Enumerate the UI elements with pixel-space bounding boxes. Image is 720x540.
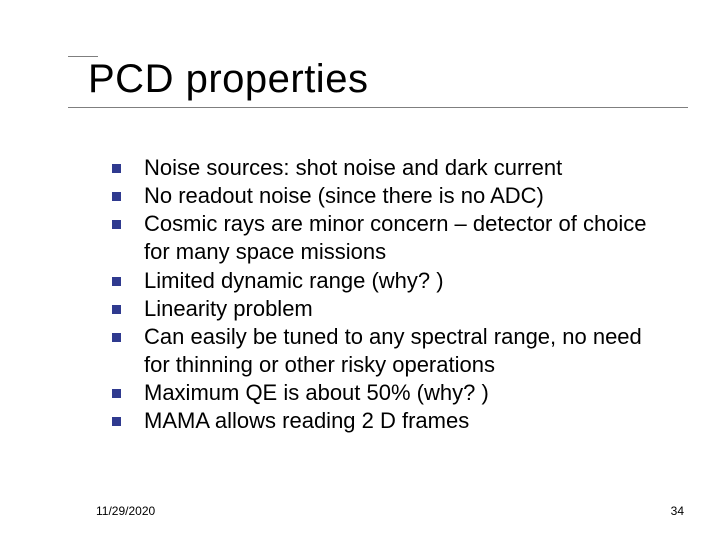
slide-footer: 11/29/2020 34 <box>96 504 684 518</box>
bullet-list: Noise sources: shot noise and dark curre… <box>110 154 672 436</box>
list-item: Noise sources: shot noise and dark curre… <box>110 154 672 182</box>
square-bullet-icon <box>112 333 121 342</box>
bullet-text: MAMA allows reading 2 D frames <box>144 408 469 433</box>
slide-body: Noise sources: shot noise and dark curre… <box>110 154 672 436</box>
slide: PCD properties Noise sources: shot noise… <box>0 0 720 540</box>
slide-title: PCD properties <box>68 57 680 107</box>
list-item: Linearity problem <box>110 295 672 323</box>
list-item: MAMA allows reading 2 D frames <box>110 407 672 435</box>
square-bullet-icon <box>112 389 121 398</box>
footer-page-number: 34 <box>671 504 684 518</box>
square-bullet-icon <box>112 192 121 201</box>
bullet-text: No readout noise (since there is no ADC) <box>144 183 544 208</box>
list-item: Cosmic rays are minor concern – detector… <box>110 210 672 266</box>
bullet-text: Can easily be tuned to any spectral rang… <box>144 324 642 377</box>
square-bullet-icon <box>112 305 121 314</box>
square-bullet-icon <box>112 277 121 286</box>
bullet-text: Maximum QE is about 50% (why? ) <box>144 380 489 405</box>
title-block: PCD properties <box>68 56 680 108</box>
bullet-text: Noise sources: shot noise and dark curre… <box>144 155 562 180</box>
bullet-text: Limited dynamic range (why? ) <box>144 268 444 293</box>
title-rule-bottom <box>68 107 688 108</box>
list-item: Maximum QE is about 50% (why? ) <box>110 379 672 407</box>
bullet-text: Linearity problem <box>144 296 313 321</box>
bullet-text: Cosmic rays are minor concern – detector… <box>144 211 647 264</box>
square-bullet-icon <box>112 164 121 173</box>
list-item: Can easily be tuned to any spectral rang… <box>110 323 672 379</box>
square-bullet-icon <box>112 220 121 229</box>
footer-date: 11/29/2020 <box>96 504 155 518</box>
list-item: No readout noise (since there is no ADC) <box>110 182 672 210</box>
square-bullet-icon <box>112 417 121 426</box>
list-item: Limited dynamic range (why? ) <box>110 267 672 295</box>
